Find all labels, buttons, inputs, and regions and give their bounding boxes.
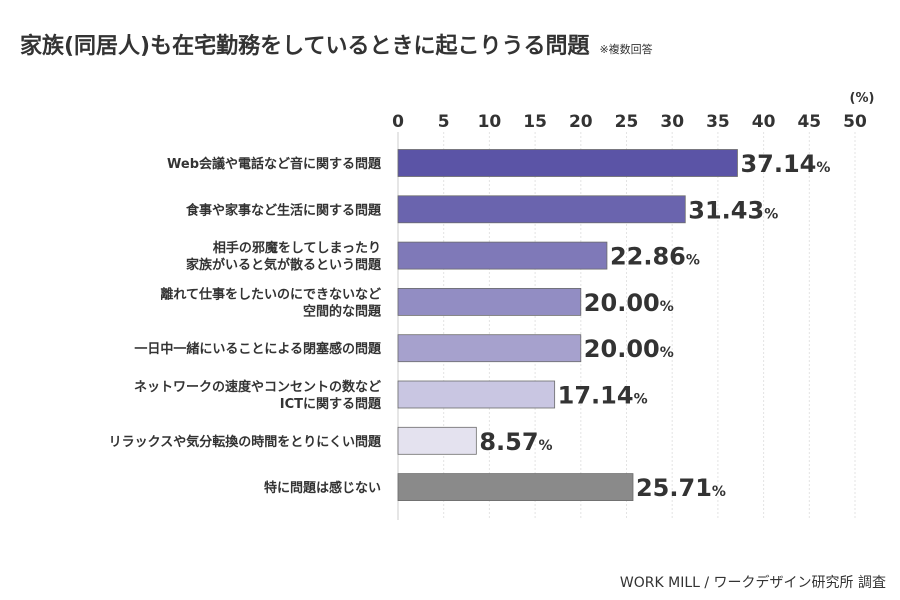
bar-group: ネットワークの速度やコンセントの数など ICTに関する問題 17.14% [134, 379, 648, 412]
category-label: 離れて仕事をしたいのにできないなど [160, 286, 381, 302]
value-label: 31.43% [688, 196, 778, 224]
bar [397, 287, 582, 316]
grid-lines [397, 132, 856, 520]
bar [397, 380, 556, 409]
category-label: 空間的な問題 [303, 303, 382, 319]
bar-group: 特に問題は感じない 25.71% [264, 473, 726, 502]
bar [397, 426, 477, 455]
source-credit: WORK MILL / ワークデザイン研究所 調査 [619, 575, 886, 591]
chart-title: 家族(同居人)も在宅勤務をしているときに起こりうる問題 ※複数回答 [20, 28, 653, 60]
title-note: ※複数回答 [599, 43, 653, 56]
bar-group: 食事や家事など生活に関する問題 31.43% [186, 195, 778, 224]
category-label: ネットワークの速度やコンセントの数など [134, 379, 381, 395]
value-label: 8.57% [479, 428, 552, 456]
x-tick-label: 20 [569, 112, 593, 132]
category-label: Web会議や電話など音に関する問題 [167, 156, 382, 172]
category-label: 家族がいると気が散るという問題 [186, 257, 382, 273]
value-label: 20.00% [584, 335, 674, 363]
value-label: 25.71% [636, 474, 726, 502]
value-label: 22.86% [610, 243, 700, 271]
category-label: 食事や家事など生活に関する問題 [186, 202, 382, 218]
bar-group: Web会議や電話など音に関する問題 37.14% [167, 149, 830, 178]
category-label: リラックスや気分転換の時間をとりにくい問題 [109, 434, 382, 450]
x-tick-label: 10 [478, 112, 502, 132]
bar [397, 149, 738, 177]
value-label: 37.14% [740, 150, 830, 178]
bar [397, 473, 634, 502]
x-tick-label: 5 [438, 112, 450, 132]
x-tick-label: 35 [706, 112, 730, 132]
bar-group: 一日中一緒にいることによる閉塞感の問題 20.00% [134, 334, 674, 363]
category-label: 相手の邪魔をしてしまったり [213, 240, 381, 256]
x-tick-label: 45 [797, 112, 821, 132]
x-tick-label: 30 [660, 112, 684, 132]
x-axis-ticks: 0 5 10 15 20 25 30 35 40 45 50 [392, 112, 867, 132]
category-label: 一日中一緒にいることによる閉塞感の問題 [134, 341, 382, 357]
bar [397, 195, 686, 224]
x-tick-label: 40 [752, 112, 776, 132]
category-label: 特に問題は感じない [264, 480, 381, 496]
value-label: 17.14% [558, 382, 648, 410]
chart-title-text: 家族(同居人)も在宅勤務をしているときに起こりうる問題 [20, 34, 590, 59]
category-label: ICTに関する問題 [280, 397, 382, 412]
bar [397, 334, 582, 363]
bars: Web会議や電話など音に関する問題 37.14% 食事や家事など生活に関する問題 31… [109, 149, 830, 502]
bar [397, 241, 608, 270]
value-label: 20.00% [584, 289, 674, 317]
bar-group: リラックスや気分転換の時間をとりにくい問題 8.57% [109, 426, 553, 456]
x-tick-label: 25 [615, 112, 639, 132]
axis-unit-label: (%) [850, 91, 875, 106]
x-tick-label: 15 [523, 112, 547, 132]
x-tick-label: 50 [843, 112, 867, 132]
x-tick-label: 0 [392, 112, 404, 132]
